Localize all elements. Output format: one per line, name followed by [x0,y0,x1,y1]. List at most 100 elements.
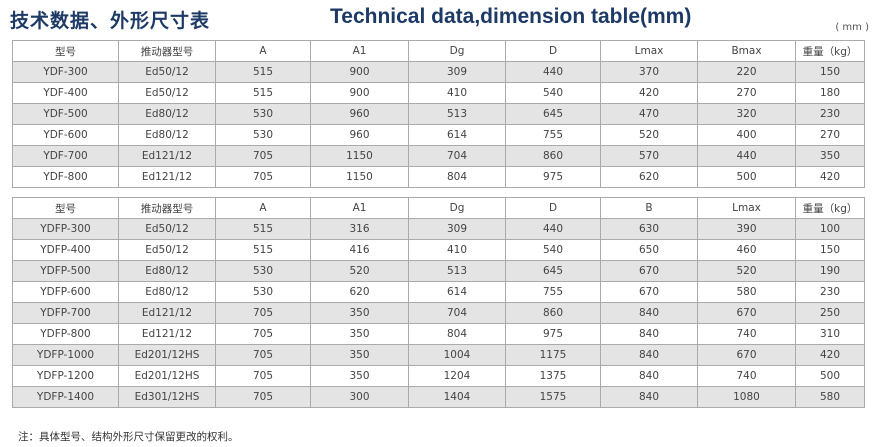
cell: 755 [505,124,601,146]
cell: 350 [310,365,409,387]
cell: 1080 [697,386,796,408]
header-cell: 重量（kg） [795,197,865,219]
cell: 530 [215,124,311,146]
header-cell: A [215,40,311,62]
cell: 705 [215,344,311,366]
header-cell: 型号 [12,197,119,219]
cell: 309 [408,61,506,83]
cell: 540 [505,82,601,104]
cell: 515 [215,218,311,240]
cell: 645 [505,260,601,282]
cell: 755 [505,281,601,303]
cell: 705 [215,323,311,345]
cell: YDF-600 [12,124,119,146]
title-en: Technical data,dimension table(mm) [330,5,692,28]
cell: 460 [697,239,796,261]
cell: 540 [505,239,601,261]
cell: Ed301/12HS [118,386,216,408]
spec-table: 型号 推动器型号 A A1 Dg D B Lmax 重量（kg） YDFP-300 Ed50/12 5… [12,197,865,408]
cell: Ed121/12 [118,166,216,188]
cell: 520 [310,260,409,282]
cell: 350 [310,344,409,366]
header-cell: D [505,40,601,62]
cell: 440 [505,61,601,83]
cell: 840 [600,344,698,366]
cell: 440 [505,218,601,240]
cell: 670 [600,281,698,303]
cell: 230 [795,103,865,125]
cell: 150 [795,239,865,261]
cell: Ed50/12 [118,239,216,261]
cell: 390 [697,218,796,240]
cell: 420 [600,82,698,104]
cell: 420 [795,166,865,188]
data-row: YDF-300 Ed50/12 515 900 309 440 370 220 150 [12,61,865,83]
cell: 513 [408,260,506,282]
cell: 705 [215,386,311,408]
cell: Ed201/12HS [118,365,216,387]
cell: 316 [310,218,409,240]
cell: 620 [310,281,409,303]
cell: 350 [795,145,865,167]
cell: 840 [600,302,698,324]
cell: 1404 [408,386,506,408]
spec-table: 型号 推动器型号 A A1 Dg D Lmax Bmax 重量（kg） YDF-300 Ed50/1… [12,40,865,188]
data-row: YDFP-700 Ed121/12 705 350 704 860 840 670 250 [12,302,865,324]
cell: 530 [215,260,311,282]
cell: 530 [215,281,311,303]
cell: YDF-400 [12,82,119,104]
data-row: YDFP-1200 Ed201/12HS 705 350 1204 1375 840 740 5… [12,365,865,387]
header-row: 型号 推动器型号 A A1 Dg D Lmax Bmax 重量（kg） [12,40,865,62]
cell: 309 [408,218,506,240]
header-cell: 重量（kg） [795,40,865,62]
cell: 420 [795,344,865,366]
cell: YDFP-1400 [12,386,119,408]
cell: 900 [310,82,409,104]
cell: 1204 [408,365,506,387]
cell: 840 [600,323,698,345]
data-row: YDFP-400 Ed50/12 515 416 410 540 650 460 150 [12,239,865,261]
cell: 804 [408,166,506,188]
data-row: YDFP-300 Ed50/12 515 316 309 440 630 390 100 [12,218,865,240]
cell: 270 [795,124,865,146]
cell: 1150 [310,145,409,167]
cell: YDFP-1000 [12,344,119,366]
cell: 520 [697,260,796,282]
cell: YDFP-1200 [12,365,119,387]
header-cell: B [600,197,698,219]
cell: Ed50/12 [118,218,216,240]
cell: 513 [408,103,506,125]
header-row: 型号 推动器型号 A A1 Dg D B Lmax 重量（kg） [12,197,865,219]
cell: 705 [215,365,311,387]
cell: 1375 [505,365,601,387]
cell: 270 [697,82,796,104]
cell: 410 [408,239,506,261]
cell: 570 [600,145,698,167]
cell: 300 [310,386,409,408]
cell: Ed121/12 [118,302,216,324]
cell: Ed80/12 [118,103,216,125]
cell: 230 [795,281,865,303]
cell: 100 [795,218,865,240]
cell: 620 [600,166,698,188]
cell: 900 [310,61,409,83]
cell: Ed80/12 [118,281,216,303]
cell: 614 [408,281,506,303]
cell: 410 [408,82,506,104]
cell: Ed80/12 [118,124,216,146]
cell: YDFP-500 [12,260,119,282]
cell: 500 [795,365,865,387]
cell: YDF-300 [12,61,119,83]
cell: 190 [795,260,865,282]
cell: 705 [215,145,311,167]
cell: 1575 [505,386,601,408]
data-row: YDFP-1000 Ed201/12HS 705 350 1004 1175 840 670 4… [12,344,865,366]
cell: 350 [310,302,409,324]
cell: 804 [408,323,506,345]
header-cell: Bmax [697,40,796,62]
cell: 670 [600,260,698,282]
cell: YDFP-400 [12,239,119,261]
cell: Ed121/12 [118,323,216,345]
data-row: YDFP-600 Ed80/12 530 620 614 755 670 580 230 [12,281,865,303]
cell: 860 [505,145,601,167]
